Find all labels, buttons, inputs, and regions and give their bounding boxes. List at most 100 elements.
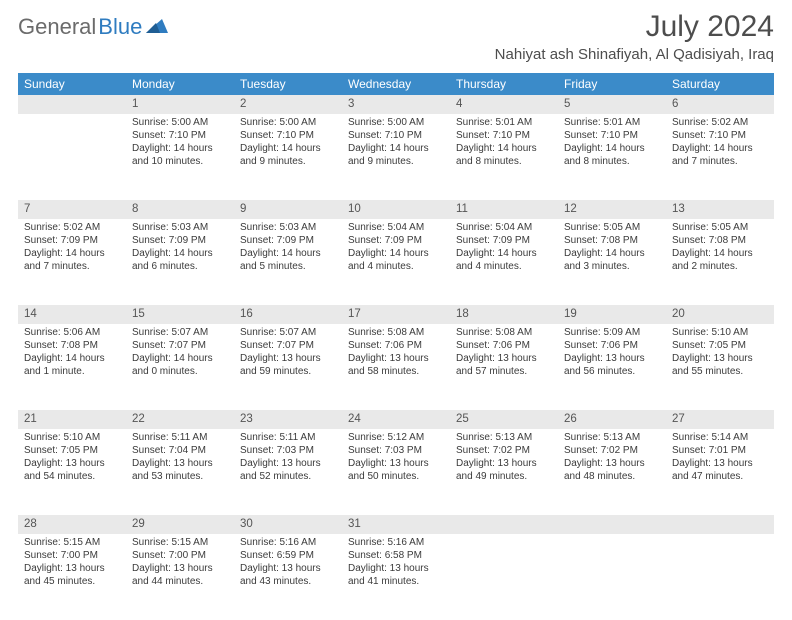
sunrise-text: Sunrise: 5:04 AM bbox=[348, 221, 444, 234]
week-row: Sunrise: 5:10 AMSunset: 7:05 PM Daylight:… bbox=[18, 429, 774, 515]
day-cell: Sunrise: 5:09 AMSunset: 7:06 PMDaylight:… bbox=[558, 324, 666, 410]
day-number: 27 bbox=[666, 410, 774, 429]
daylight-text-1: Daylight: 13 hours bbox=[348, 457, 444, 470]
sunset-text: Sunset: 7:05 PM bbox=[24, 444, 120, 457]
sunset-text: Sunset: 7:02 PM bbox=[564, 444, 660, 457]
daylight-text-2: and 58 minutes. bbox=[348, 365, 444, 378]
daylight-text-2: and 4 minutes. bbox=[348, 260, 444, 273]
calendar-page: GeneralBlue July 2024 Nahiyat ash Shinaf… bbox=[0, 0, 792, 620]
day-cell: Sunrise: 5:10 AMSunset: 7:05 PMDaylight:… bbox=[18, 429, 126, 515]
daylight-text-1: Daylight: 13 hours bbox=[240, 457, 336, 470]
sunset-text: Sunset: 7:03 PM bbox=[240, 444, 336, 457]
daylight-text-2: and 0 minutes. bbox=[132, 365, 228, 378]
daylight-text-2: and 8 minutes. bbox=[564, 155, 660, 168]
day-cell: Sunrise: 5:15 AMSunset: 7:00 PMDaylight:… bbox=[126, 534, 234, 620]
daylight-text-2: and 59 minutes. bbox=[240, 365, 336, 378]
day-cell: Sunrise: 5:08 AMSunset: 7:06 PMDaylight:… bbox=[450, 324, 558, 410]
day-number: 8 bbox=[126, 200, 234, 219]
sunrise-text: Sunrise: 5:03 AM bbox=[240, 221, 336, 234]
sunrise-text: Sunrise: 5:05 AM bbox=[672, 221, 768, 234]
sunrise-text: Sunrise: 5:10 AM bbox=[24, 431, 120, 444]
sunset-text: Sunset: 6:58 PM bbox=[348, 549, 444, 562]
sunset-text: Sunset: 7:04 PM bbox=[132, 444, 228, 457]
weekday-header: Wednesday bbox=[342, 73, 450, 95]
daylight-text-1: Daylight: 13 hours bbox=[564, 457, 660, 470]
daylight-text-2: and 7 minutes. bbox=[24, 260, 120, 273]
daylight-text-2: and 50 minutes. bbox=[348, 470, 444, 483]
daylight-text-1: Daylight: 14 hours bbox=[456, 247, 552, 260]
day-cell: Sunrise: 5:16 AMSunset: 6:59 PMDaylight:… bbox=[234, 534, 342, 620]
day-number bbox=[18, 95, 126, 114]
daylight-text-1: Daylight: 13 hours bbox=[672, 457, 768, 470]
daylight-text-1: Daylight: 14 hours bbox=[456, 142, 552, 155]
sunset-text: Sunset: 7:00 PM bbox=[132, 549, 228, 562]
sunrise-text: Sunrise: 5:05 AM bbox=[564, 221, 660, 234]
daylight-text-2: and 57 minutes. bbox=[456, 365, 552, 378]
day-number-row: 21222324252627 bbox=[18, 410, 774, 429]
sunset-text: Sunset: 7:01 PM bbox=[672, 444, 768, 457]
daylight-text-1: Daylight: 14 hours bbox=[132, 247, 228, 260]
day-cell: Sunrise: 5:07 AMSunset: 7:07 PMDaylight:… bbox=[234, 324, 342, 410]
daylight-text-2: and 52 minutes. bbox=[240, 470, 336, 483]
week-row: Sunrise: 5:02 AMSunset: 7:09 PMDaylight:… bbox=[18, 219, 774, 305]
sunrise-text: Sunrise: 5:01 AM bbox=[456, 116, 552, 129]
title-block: July 2024 Nahiyat ash Shinafiyah, Al Qad… bbox=[495, 10, 774, 63]
sunrise-text: Sunrise: 5:16 AM bbox=[348, 536, 444, 549]
day-cell: Sunrise: 5:10 AMSunset: 7:05 PMDaylight:… bbox=[666, 324, 774, 410]
day-cell: Sunrise: 5:03 AMSunset: 7:09 PMDaylight:… bbox=[234, 219, 342, 305]
daylight-text-1: Daylight: 13 hours bbox=[456, 457, 552, 470]
day-cell: Sunrise: 5:01 AMSunset: 7:10 PMDaylight:… bbox=[450, 114, 558, 200]
daylight-text-1: Daylight: 14 hours bbox=[132, 352, 228, 365]
day-cell: Sunrise: 5:04 AMSunset: 7:09 PMDaylight:… bbox=[450, 219, 558, 305]
sunrise-text: Sunrise: 5:00 AM bbox=[132, 116, 228, 129]
sunset-text: Sunset: 7:09 PM bbox=[240, 234, 336, 247]
sunrise-text: Sunrise: 5:13 AM bbox=[564, 431, 660, 444]
sunrise-text: Sunrise: 5:00 AM bbox=[348, 116, 444, 129]
daylight-text-1: Daylight: 14 hours bbox=[672, 142, 768, 155]
sunset-text: Sunset: 7:10 PM bbox=[672, 129, 768, 142]
daylight-text-2: and 5 minutes. bbox=[240, 260, 336, 273]
day-cell: Sunrise: 5:01 AMSunset: 7:10 PMDaylight:… bbox=[558, 114, 666, 200]
sunset-text: Sunset: 7:08 PM bbox=[672, 234, 768, 247]
sunrise-text: Sunrise: 5:15 AM bbox=[24, 536, 120, 549]
daylight-text-2: and 44 minutes. bbox=[132, 575, 228, 588]
daylight-text-1: Daylight: 14 hours bbox=[240, 142, 336, 155]
day-number: 26 bbox=[558, 410, 666, 429]
sunset-text: Sunset: 7:00 PM bbox=[24, 549, 120, 562]
brand-triangle-icon bbox=[146, 17, 168, 38]
day-cell: Sunrise: 5:11 AMSunset: 7:04 PMDaylight:… bbox=[126, 429, 234, 515]
sunset-text: Sunset: 7:08 PM bbox=[564, 234, 660, 247]
sunset-text: Sunset: 7:10 PM bbox=[456, 129, 552, 142]
day-cell: Sunrise: 5:00 AMSunset: 7:10 PMDaylight:… bbox=[342, 114, 450, 200]
daylight-text-1: Daylight: 13 hours bbox=[132, 562, 228, 575]
day-number: 3 bbox=[342, 95, 450, 114]
daylight-text-1: Daylight: 14 hours bbox=[564, 142, 660, 155]
day-number: 4 bbox=[450, 95, 558, 114]
day-number: 2 bbox=[234, 95, 342, 114]
sunset-text: Sunset: 7:08 PM bbox=[24, 339, 120, 352]
sunset-text: Sunset: 7:02 PM bbox=[456, 444, 552, 457]
day-number: 28 bbox=[18, 515, 126, 534]
day-cell: Sunrise: 5:04 AMSunset: 7:09 PMDaylight:… bbox=[342, 219, 450, 305]
day-cell: Sunrise: 5:02 AMSunset: 7:09 PMDaylight:… bbox=[18, 219, 126, 305]
day-cell bbox=[18, 114, 126, 200]
daylight-text-1: Daylight: 13 hours bbox=[456, 352, 552, 365]
sunset-text: Sunset: 7:09 PM bbox=[348, 234, 444, 247]
sunrise-text: Sunrise: 5:14 AM bbox=[672, 431, 768, 444]
daylight-text-2: and 55 minutes. bbox=[672, 365, 768, 378]
daylight-text-2: and 4 minutes. bbox=[456, 260, 552, 273]
daylight-text-2: and 47 minutes. bbox=[672, 470, 768, 483]
day-number: 23 bbox=[234, 410, 342, 429]
daylight-text-2: and 41 minutes. bbox=[348, 575, 444, 588]
daylight-text-1: Daylight: 13 hours bbox=[564, 352, 660, 365]
daylight-text-1: Daylight: 14 hours bbox=[240, 247, 336, 260]
sunset-text: Sunset: 7:06 PM bbox=[456, 339, 552, 352]
day-cell: Sunrise: 5:00 AMSunset: 7:10 PMDaylight:… bbox=[126, 114, 234, 200]
day-number: 7 bbox=[18, 200, 126, 219]
weekday-header: Sunday bbox=[18, 73, 126, 95]
daylight-text-1: Daylight: 13 hours bbox=[348, 562, 444, 575]
daylight-text-1: Daylight: 14 hours bbox=[348, 247, 444, 260]
day-number: 18 bbox=[450, 305, 558, 324]
day-cell: Sunrise: 5:05 AMSunset: 7:08 PMDaylight:… bbox=[558, 219, 666, 305]
daylight-text-1: Daylight: 13 hours bbox=[240, 352, 336, 365]
